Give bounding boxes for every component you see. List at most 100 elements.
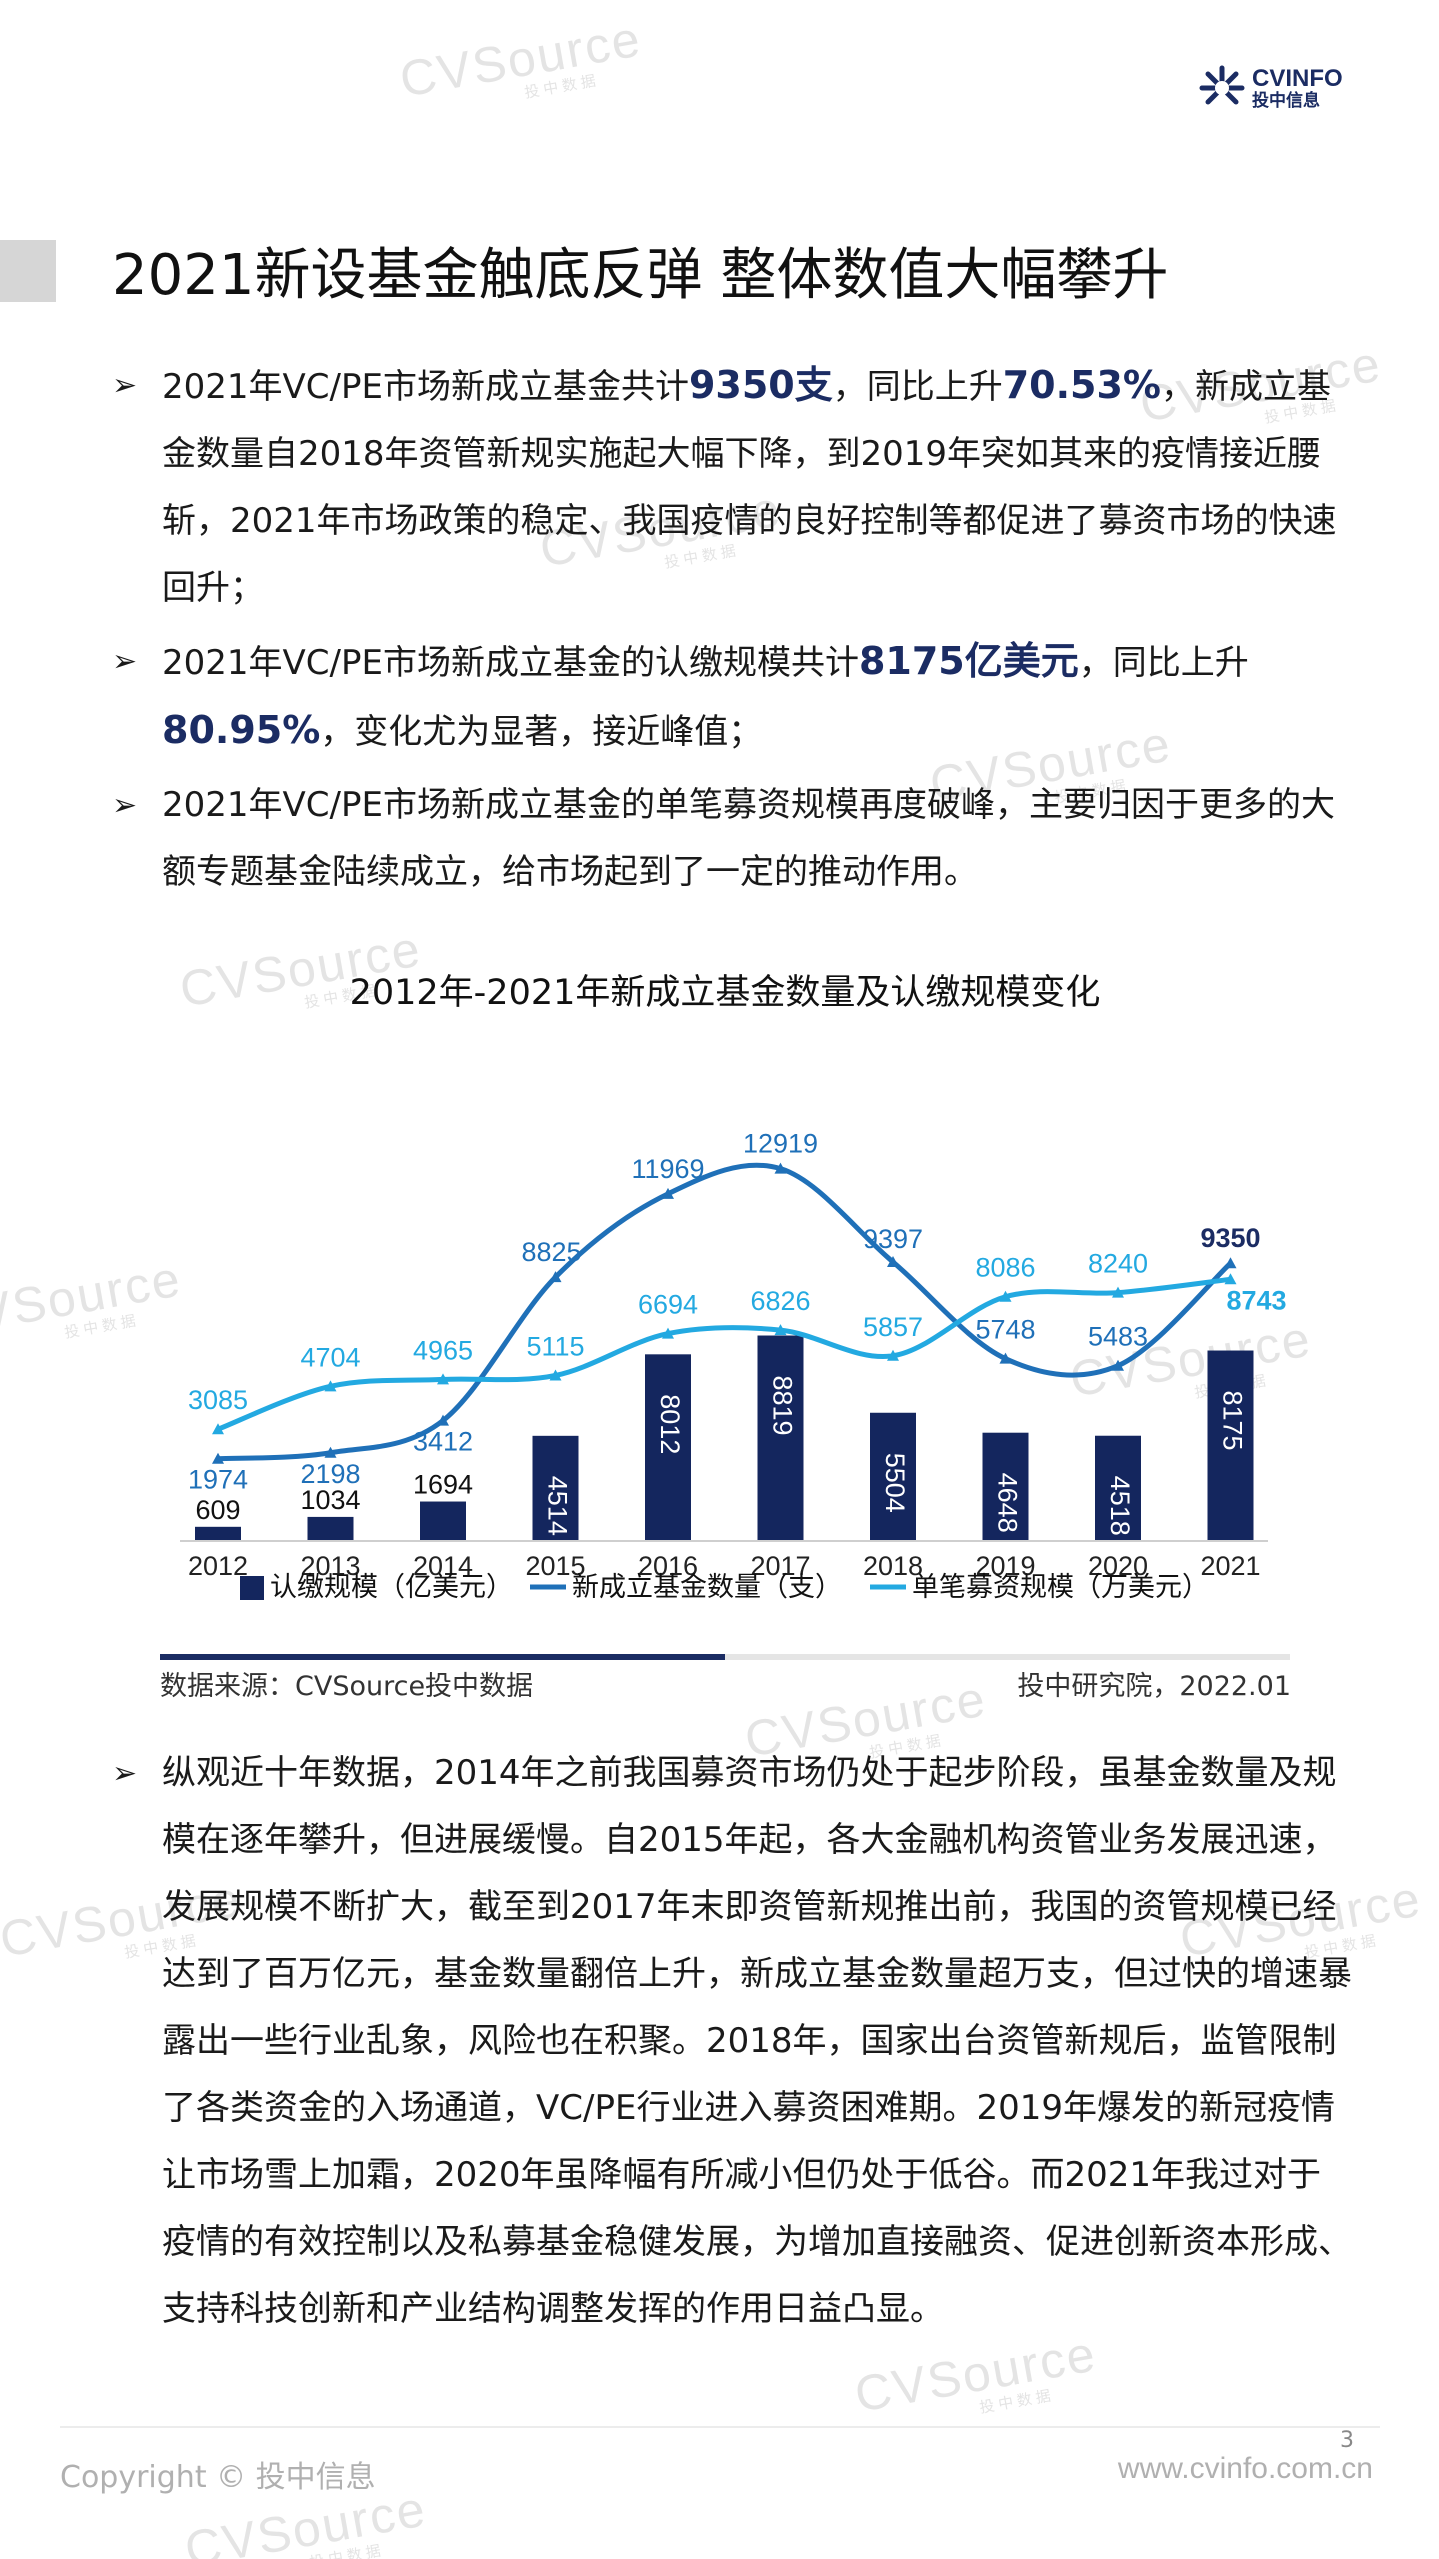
series-marker bbox=[999, 1290, 1012, 1302]
line-data-label: 5857 bbox=[863, 1312, 923, 1342]
logo-subname: 投中信息 bbox=[1252, 90, 1320, 110]
line-data-label: 6694 bbox=[638, 1290, 698, 1320]
chart-divider bbox=[160, 1654, 1290, 1660]
bar bbox=[195, 1526, 241, 1541]
line-data-label: 5115 bbox=[526, 1331, 584, 1361]
line-data-label: 8743 bbox=[1226, 1285, 1286, 1315]
legend-label: 认缴规模（亿美元） bbox=[270, 1572, 513, 1602]
title-accent-bar bbox=[0, 240, 56, 302]
series-marker bbox=[549, 1369, 562, 1381]
line-data-label: 8086 bbox=[975, 1253, 1035, 1283]
series-marker bbox=[1112, 1359, 1124, 1371]
cvinfo-logo: CVINFO 投中信息 bbox=[1198, 64, 1343, 112]
line-data-label: 5748 bbox=[975, 1315, 1035, 1345]
website-link[interactable]: www.cvinfo.com.cn bbox=[1117, 2452, 1373, 2485]
series-marker bbox=[887, 1255, 899, 1267]
line-data-label: 9350 bbox=[1200, 1223, 1260, 1253]
bar bbox=[532, 1435, 579, 1541]
bar-label: 5504 bbox=[880, 1453, 910, 1513]
x-tick-label: 2021 bbox=[1200, 1551, 1260, 1581]
logo-name: CVINFO bbox=[1252, 65, 1343, 93]
bar bbox=[1207, 1350, 1254, 1541]
bar bbox=[420, 1501, 466, 1541]
line-data-label: 4704 bbox=[300, 1342, 360, 1372]
bar-label: 4518 bbox=[1105, 1476, 1135, 1536]
bar-label: 8819 bbox=[767, 1375, 797, 1435]
bullet-list: ➢ 2021年VC/PE市场新成立基金共计9350支，同比上升70.53%，新成… bbox=[112, 352, 1352, 906]
series-marker bbox=[324, 1380, 337, 1392]
bar bbox=[982, 1432, 1029, 1541]
bar bbox=[645, 1354, 691, 1541]
chart: 2012年-2021年新成立基金数量及认缴规模变化 609 1034 1694 451… bbox=[160, 950, 1290, 1660]
series-marker bbox=[1112, 1286, 1124, 1298]
bar bbox=[1095, 1435, 1141, 1541]
bar bbox=[757, 1335, 804, 1541]
x-tick-label: 2012 bbox=[188, 1551, 248, 1581]
line-data-label: 9397 bbox=[863, 1224, 923, 1254]
bar-label: 4514 bbox=[542, 1476, 572, 1536]
bar bbox=[307, 1516, 354, 1541]
series-marker bbox=[437, 1373, 449, 1385]
legend-label: 单笔募资规模（万美元） bbox=[912, 1572, 1209, 1602]
x-tick-label: 2013 bbox=[300, 1551, 360, 1581]
bullet-item: ➢ 2021年VC/PE市场新成立基金的单笔募资规模再度破峰，主要归因于更多的大… bbox=[112, 772, 1352, 906]
bar-label: 8175 bbox=[1217, 1390, 1247, 1450]
footer-divider bbox=[60, 2426, 1380, 2428]
x-tick-label: 2017 bbox=[750, 1551, 810, 1581]
arrowhead-icon: ➢ bbox=[112, 1756, 138, 1791]
x-tick-label: 2020 bbox=[1088, 1551, 1148, 1581]
series-marker bbox=[999, 1352, 1012, 1364]
x-tick-label: 2019 bbox=[975, 1551, 1035, 1581]
series-marker bbox=[212, 1423, 224, 1435]
series-marker bbox=[662, 1327, 674, 1339]
series-marker bbox=[1224, 1273, 1237, 1285]
x-tick-label: 2014 bbox=[413, 1551, 473, 1581]
x-tick-label: 2018 bbox=[863, 1551, 923, 1581]
arrowhead-icon: ➢ bbox=[112, 788, 138, 823]
series-marker bbox=[774, 1324, 787, 1336]
data-source: 数据来源：CVSource投中数据 bbox=[160, 1671, 534, 1702]
copyright: Copyright © 投中信息 bbox=[60, 2460, 376, 2495]
publisher-date: 投中研究院，2022.01 bbox=[1017, 1671, 1291, 1702]
series-marker bbox=[549, 1271, 562, 1283]
line-data-label: 12919 bbox=[743, 1129, 818, 1159]
series-line bbox=[217, 1162, 1233, 1462]
chart-title: 2012年-2021年新成立基金数量及认缴规模变化 bbox=[349, 973, 1101, 1013]
highlight-value: 80.95% bbox=[162, 708, 321, 752]
highlight-value: 9350支 bbox=[688, 363, 833, 407]
line-data-label: 1974 bbox=[188, 1465, 248, 1495]
cvinfo-burst-icon bbox=[1199, 65, 1245, 105]
line-data-label: 8240 bbox=[1088, 1249, 1148, 1279]
arrowhead-icon: ➢ bbox=[112, 368, 138, 403]
line-data-label: 4965 bbox=[413, 1335, 473, 1365]
bar-label: 8012 bbox=[655, 1394, 685, 1454]
bar-label: 4648 bbox=[992, 1473, 1022, 1533]
chart-canvas: 609 1034 1694 4514 8012 8819 5504 4648 4518 8175 2… bbox=[180, 1129, 1287, 1602]
bar-label: 1694 bbox=[413, 1470, 473, 1500]
line-data-label: 2198 bbox=[300, 1459, 360, 1489]
line-data-label: 6826 bbox=[750, 1286, 810, 1316]
line-data-label: 5483 bbox=[1088, 1322, 1148, 1352]
bullet-item: ➢ 2021年VC/PE市场新成立基金共计9350支，同比上升70.53%，新成… bbox=[112, 352, 1352, 622]
series-marker bbox=[212, 1452, 224, 1464]
bar-label: 1034 bbox=[300, 1485, 360, 1515]
arrowhead-icon: ➢ bbox=[112, 644, 138, 679]
series-marker bbox=[1224, 1257, 1237, 1269]
highlight-value: 8175亿美元 bbox=[858, 639, 1079, 683]
x-tick-label: 2015 bbox=[525, 1551, 585, 1581]
line-data-label: 8825 bbox=[521, 1237, 581, 1267]
analysis-paragraph: ➢ 纵观近十年数据，2014年之前我国募资市场仍处于起步阶段，虽基金数量及规模在… bbox=[112, 1740, 1352, 2343]
bullet-item: ➢ 2021年VC/PE市场新成立基金的认缴规模共计8175亿美元，同比上升80… bbox=[112, 628, 1352, 766]
legend-label: 新成立基金数量（支） bbox=[572, 1572, 842, 1602]
line-data-label: 3085 bbox=[188, 1385, 248, 1415]
x-tick-label: 2016 bbox=[638, 1551, 698, 1581]
legend-swatch bbox=[240, 1576, 264, 1600]
line-data-label: 11969 bbox=[631, 1154, 704, 1184]
series-marker bbox=[324, 1446, 337, 1458]
series-line bbox=[217, 1276, 1231, 1432]
bar-label: 609 bbox=[195, 1495, 240, 1525]
series-marker bbox=[662, 1187, 674, 1199]
series-marker bbox=[437, 1414, 449, 1426]
bar bbox=[870, 1412, 916, 1541]
